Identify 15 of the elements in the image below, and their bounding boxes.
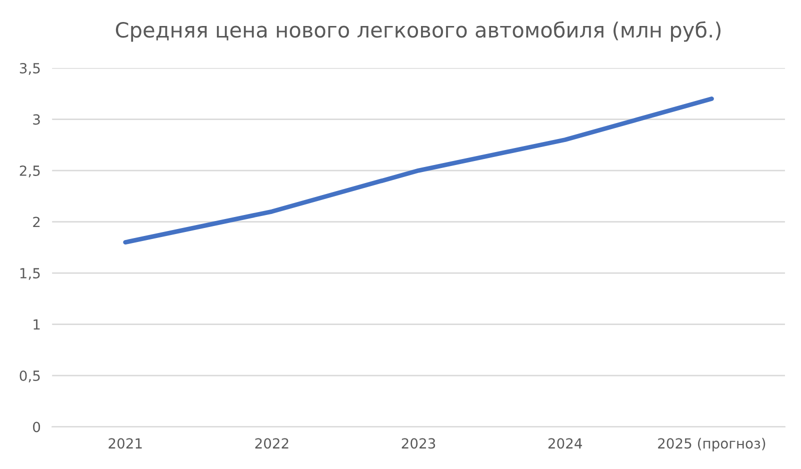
y-tick-label: 2 — [33, 216, 40, 228]
x-tick-label: 2023 — [402, 438, 436, 449]
y-tick-label: 1 — [34, 319, 40, 330]
x-tick-label: 2024 — [548, 438, 582, 449]
chart-title: Средняя цена нового легкового автомобиля (млн руб.) — [116, 21, 721, 42]
y-tick-label: 2,5 — [20, 165, 40, 178]
x-tick-label: 2021 — [108, 438, 142, 449]
x-tick-label: 2022 — [255, 438, 288, 449]
line-series — [123, 96, 714, 244]
y-tick-label: 3,5 — [20, 62, 40, 75]
y-tick-label: 0 — [33, 422, 40, 432]
y-tick-label: 0,5 — [20, 370, 40, 382]
y-tick-label: 1,5 — [20, 268, 40, 280]
x-tick-label: 2025 (прогноз) — [658, 438, 766, 452]
y-tick-label: 3 — [33, 114, 40, 125]
